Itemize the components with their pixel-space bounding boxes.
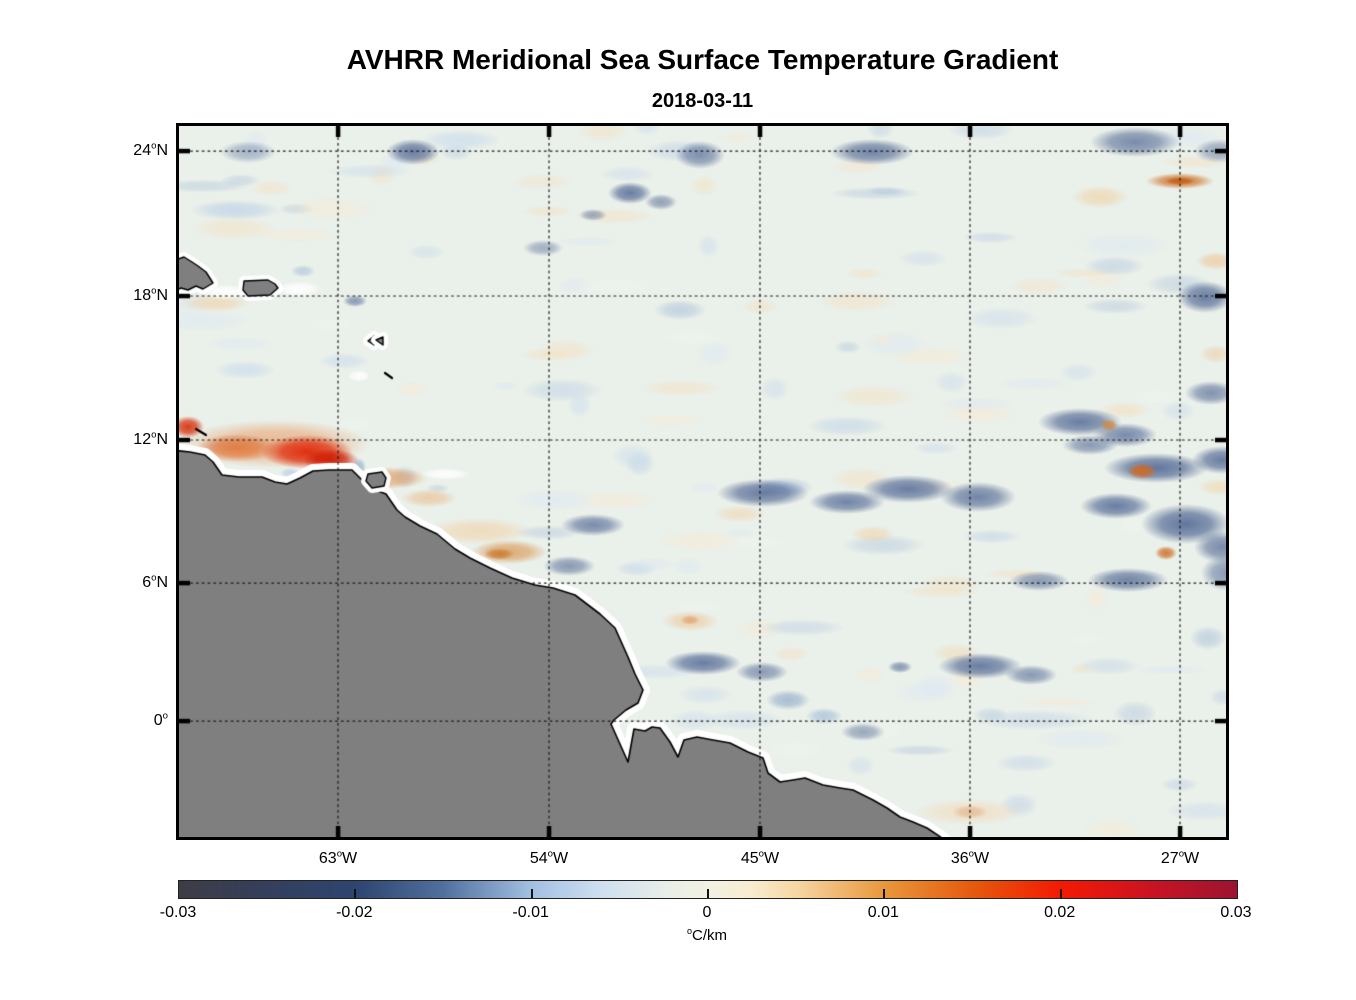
colorbar-tick-label: 0.02 [1044,904,1076,921]
x-tick-label: 27oW [1160,848,1200,867]
sst-map-canvas [179,126,1226,837]
colorbar [178,880,1238,899]
colorbar-tick [1059,889,1062,898]
colorbar-tick [883,889,886,898]
y-tick-label: 24oN [133,140,168,160]
colorbar-tick-label: -0.03 [159,904,197,921]
y-tick-label: 18oN [133,285,168,304]
colorbar-unit-label: oC/km [686,926,727,945]
x-tick-label: 63oW [318,848,358,867]
colorbar-tick-label: -0.01 [512,904,549,921]
y-tick-label: 12oN [133,429,168,448]
y-tick-label: 6oN [142,572,168,592]
colorbar-tick [530,889,533,898]
colorbar-tick-label: 0.03 [1220,904,1252,921]
y-tick-label: 0o [153,710,168,730]
colorbar-tick [707,889,709,898]
colorbar-tick-label: 0 [702,904,712,921]
map-plot-area [176,123,1229,840]
chart-date-subtitle: 2018-03-11 [651,90,754,112]
x-tick-label: 36oW [950,848,990,867]
x-tick-label: 45oW [740,848,780,867]
colorbar-tick-label: -0.02 [336,904,373,921]
colorbar-tick [354,889,357,898]
x-tick-label: 54oW [529,848,569,867]
chart-title: AVHRR Meridional Sea Surface Temperature… [346,44,1059,75]
colorbar-tick-label: 0.01 [867,904,899,921]
